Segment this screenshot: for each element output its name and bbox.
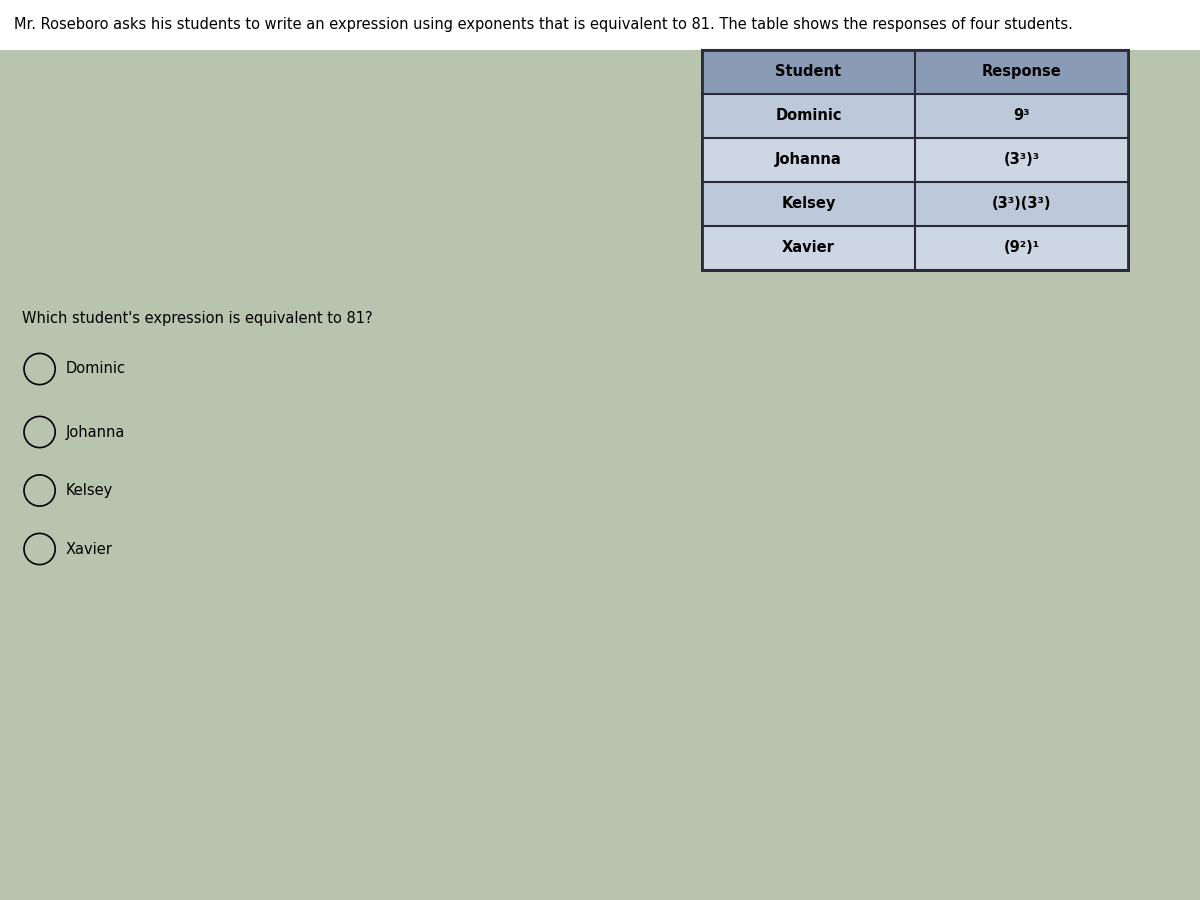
Text: Mr. Roseboro asks his students to write an expression using exponents that is eq: Mr. Roseboro asks his students to write … bbox=[14, 17, 1073, 32]
Text: Kelsey: Kelsey bbox=[66, 483, 113, 498]
Bar bbox=[702, 50, 1128, 94]
Text: Which student's expression is equivalent to 81?: Which student's expression is equivalent… bbox=[22, 310, 372, 326]
Text: (3³)³: (3³)³ bbox=[1003, 152, 1039, 167]
Text: (9²)¹: (9²)¹ bbox=[1003, 240, 1039, 256]
Text: Kelsey: Kelsey bbox=[781, 196, 835, 211]
Text: Xavier: Xavier bbox=[782, 240, 835, 256]
Text: 9³: 9³ bbox=[1013, 108, 1030, 123]
Text: Johanna: Johanna bbox=[66, 425, 125, 439]
Bar bbox=[0, 0, 1200, 50]
Text: Student: Student bbox=[775, 64, 841, 79]
Bar bbox=[702, 182, 1128, 226]
Text: Dominic: Dominic bbox=[66, 362, 126, 376]
Bar bbox=[702, 138, 1128, 182]
Bar bbox=[702, 50, 1128, 270]
Bar bbox=[702, 50, 1128, 270]
Text: Dominic: Dominic bbox=[775, 108, 841, 123]
Bar bbox=[702, 94, 1128, 138]
Text: Response: Response bbox=[982, 64, 1061, 79]
Text: Johanna: Johanna bbox=[775, 152, 842, 167]
Text: (3³)(3³): (3³)(3³) bbox=[991, 196, 1051, 211]
Text: Xavier: Xavier bbox=[66, 542, 113, 556]
Bar bbox=[702, 226, 1128, 270]
